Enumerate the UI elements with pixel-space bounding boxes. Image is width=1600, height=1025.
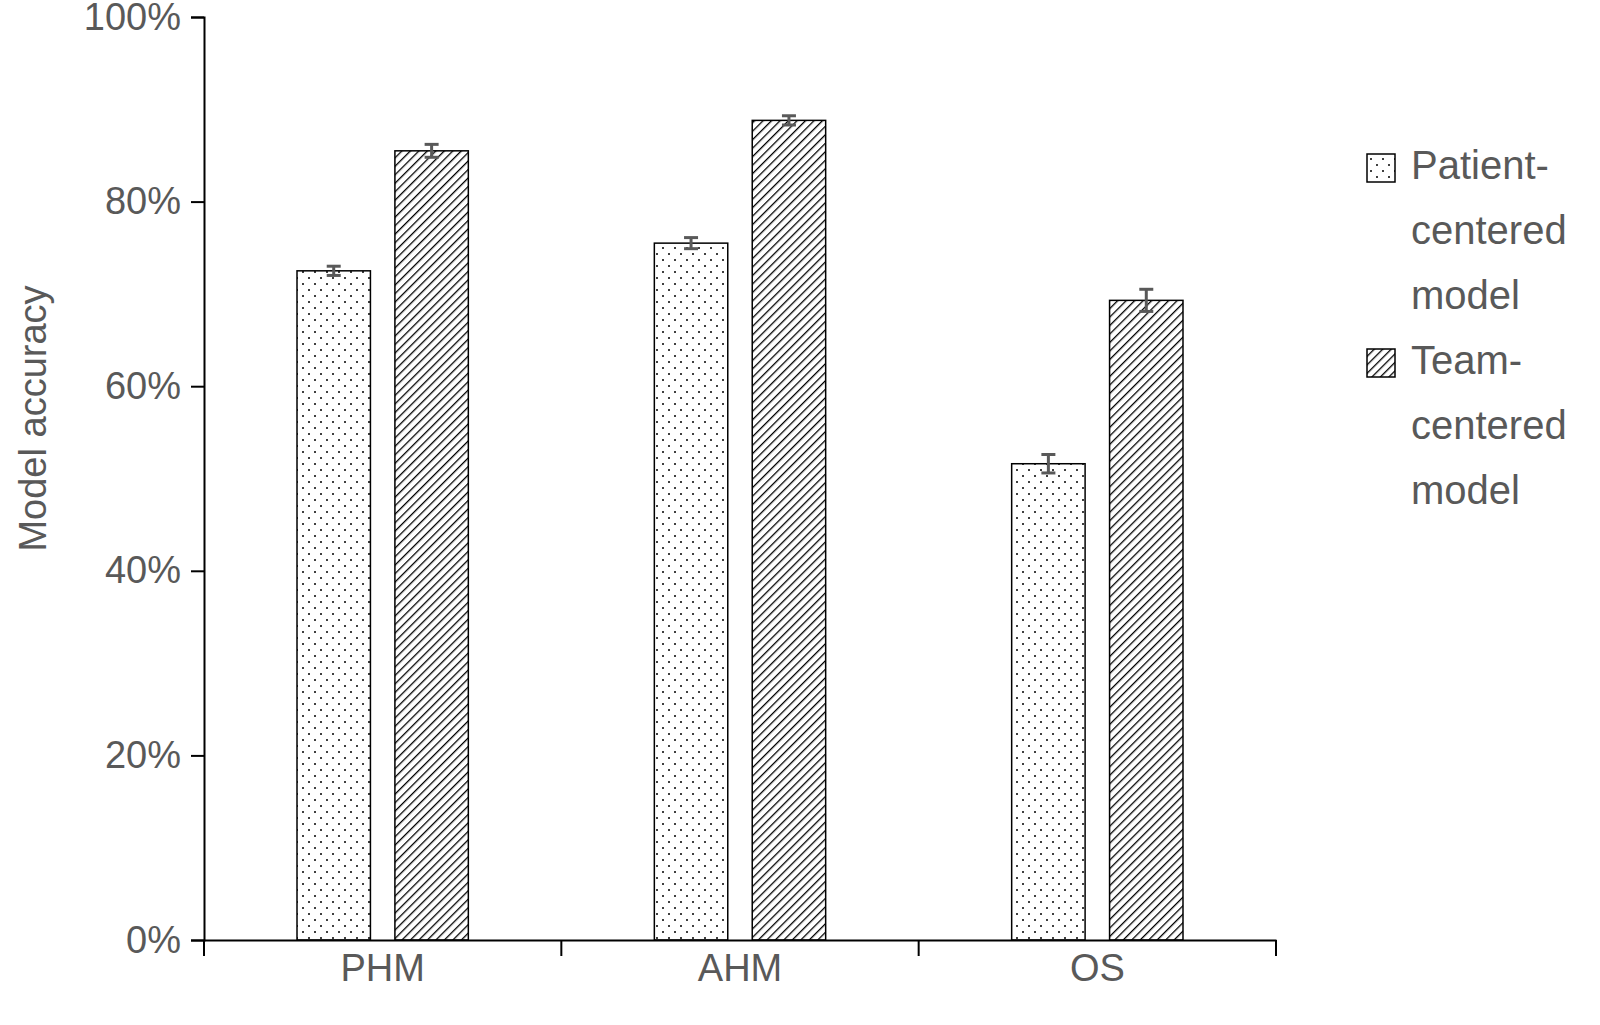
x-axis-line xyxy=(205,940,1277,942)
y-axis-line xyxy=(191,18,205,941)
error-bar xyxy=(1041,455,1055,473)
x-axis: PHM AHM OS xyxy=(204,940,1277,989)
error-bar-cap xyxy=(1139,288,1153,291)
error-bar-cap xyxy=(684,247,698,250)
error-bar-stem xyxy=(690,238,693,249)
chart: 0% 20% 40% 60% 80% 100% PHM AHM OS Model accuracy… xyxy=(0,0,1600,1025)
x-tick: OS xyxy=(1070,940,1125,989)
legend-label: Team-centeredmodel xyxy=(1411,338,1567,512)
plot: 0% 20% 40% 60% 80% 100% PHM AHM OS xyxy=(84,0,1277,989)
error-bar-stem xyxy=(430,144,433,157)
error-bar-stem xyxy=(1145,289,1148,311)
y-tick-mark xyxy=(191,755,204,757)
y-tick-mark xyxy=(191,570,204,572)
y-axis-title: Model accuracy xyxy=(12,285,54,551)
error-bar xyxy=(327,266,341,275)
y-tick-label: 0% xyxy=(126,919,181,961)
bar xyxy=(1012,464,1085,940)
bar xyxy=(654,243,727,940)
bars xyxy=(297,116,1183,940)
y-tick-label: 20% xyxy=(105,734,181,776)
y-tick-label: 80% xyxy=(105,180,181,222)
error-bar-cap xyxy=(782,114,796,117)
y-tick-mark xyxy=(191,940,204,942)
x-tick-label: PHM xyxy=(340,947,424,989)
y-tick: 60% xyxy=(105,365,204,407)
y-tick-mark xyxy=(191,201,204,203)
y-axis: 0% 20% 40% 60% 80% 100% xyxy=(84,0,205,961)
error-bar xyxy=(782,116,796,125)
x-boundary-tick xyxy=(918,940,920,956)
error-bar-cap xyxy=(425,143,439,146)
y-tick-label: 100% xyxy=(84,0,181,38)
error-bar-cap xyxy=(327,274,341,277)
error-bar-cap xyxy=(684,236,698,239)
bar xyxy=(297,271,370,940)
legend-swatch xyxy=(1367,154,1395,182)
x-boundary-tick xyxy=(1275,940,1277,956)
legend-label: Patient-centeredmodel xyxy=(1411,143,1567,317)
error-bar-cap xyxy=(327,265,341,268)
error-bar-cap xyxy=(782,123,796,126)
bar xyxy=(1110,300,1183,940)
error-bar-stem xyxy=(1047,455,1050,473)
y-tick: 80% xyxy=(105,180,204,222)
y-tick: 20% xyxy=(105,734,204,776)
x-tick: AHM xyxy=(698,940,782,989)
error-bar-cap xyxy=(425,156,439,159)
legend: Patient-centeredmodel Team-centeredmodel xyxy=(1367,143,1567,512)
y-tick-label: 40% xyxy=(105,549,181,591)
y-tick: 40% xyxy=(105,549,204,591)
error-bar xyxy=(425,144,439,157)
bar xyxy=(395,151,468,940)
y-tick-label: 60% xyxy=(105,365,181,407)
y-tick: 100% xyxy=(84,0,204,38)
error-bar-cap xyxy=(1139,310,1153,313)
x-boundary-tick xyxy=(560,940,562,956)
x-tick-label: AHM xyxy=(698,947,782,989)
error-bar-cap xyxy=(1041,453,1055,456)
y-tick: 0% xyxy=(126,919,204,961)
y-tick-mark xyxy=(191,386,204,388)
legend-swatch xyxy=(1367,349,1395,377)
error-bar-cap xyxy=(1041,471,1055,474)
x-tick: PHM xyxy=(340,940,424,989)
x-boundary-tick xyxy=(203,940,205,956)
error-bar xyxy=(1139,289,1153,311)
y-tick-mark xyxy=(191,17,204,19)
error-bar xyxy=(684,238,698,249)
bar xyxy=(752,120,825,940)
x-tick-label: OS xyxy=(1070,947,1125,989)
